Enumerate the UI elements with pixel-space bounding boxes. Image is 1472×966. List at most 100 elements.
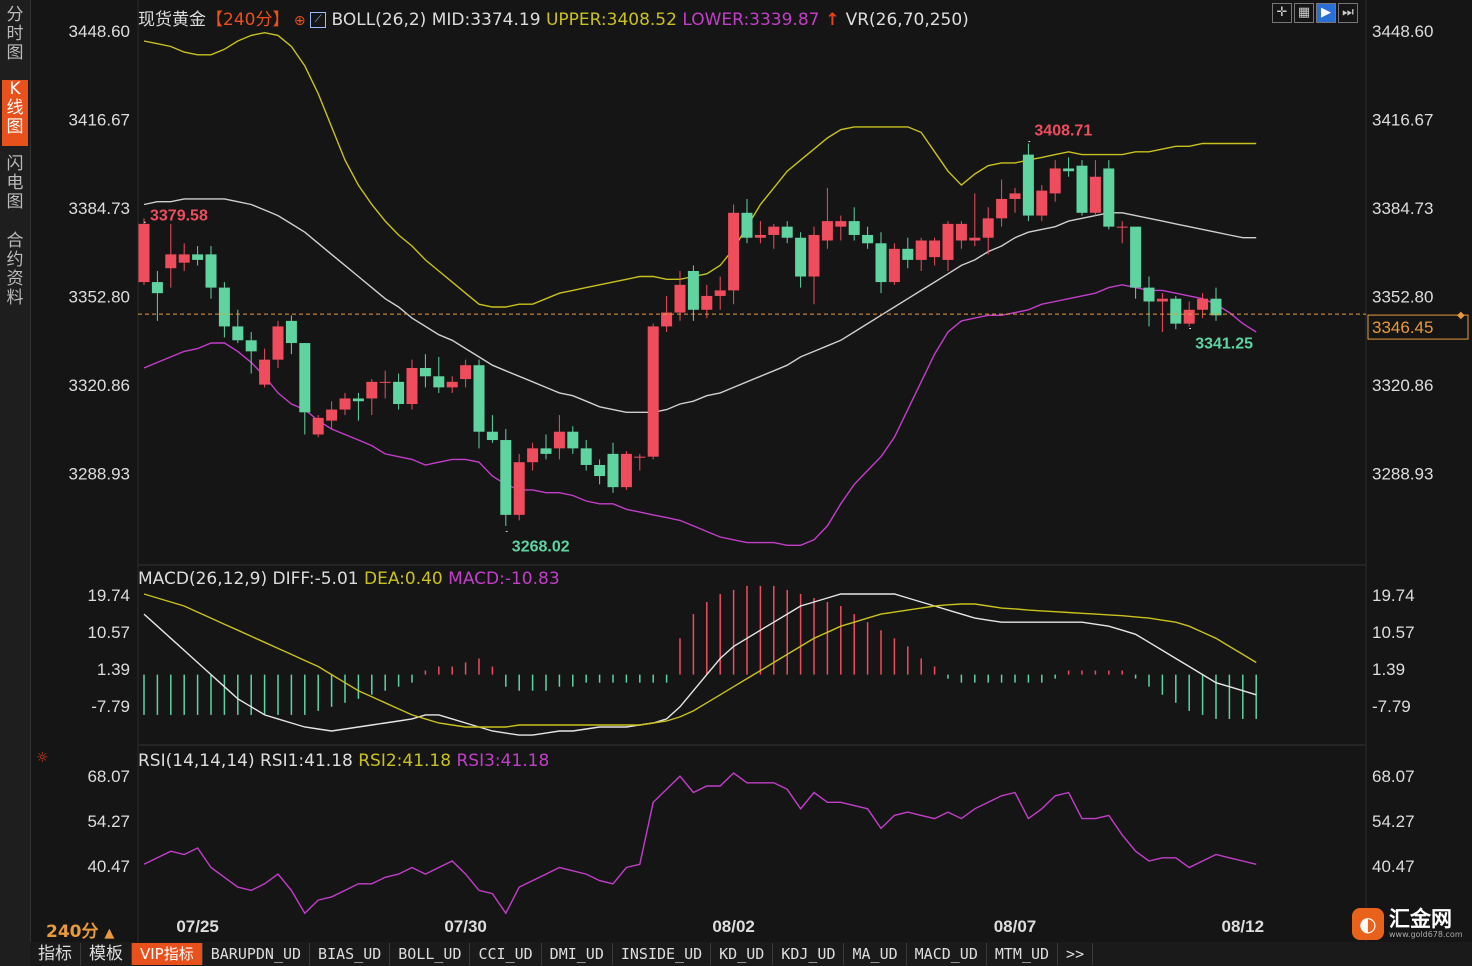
tab-kdj-ud[interactable]: KDJ_UD [773, 943, 845, 965]
crosshair-icon[interactable]: ✛ [1272, 3, 1292, 23]
current-price-value: 3346.45 [1372, 318, 1433, 337]
x-tick-label: 08/12 [1222, 917, 1265, 936]
candle [500, 428, 512, 526]
candle-body [393, 381, 405, 405]
candle-body [232, 326, 244, 341]
candle-body [339, 398, 351, 410]
sidebar-item-contract[interactable]: 合约资料 [6, 231, 24, 308]
candle-body [366, 381, 378, 399]
candle [982, 207, 994, 255]
candle [205, 246, 217, 299]
candle-body [460, 365, 472, 380]
next-frame-icon[interactable]: ⏭ [1338, 3, 1358, 23]
macd-value: MACD:-10.83 [448, 569, 560, 589]
price-tick-left: 3352.80 [69, 287, 130, 306]
candle [232, 309, 244, 344]
price-tick-left: 3448.60 [69, 22, 130, 41]
candle [875, 232, 887, 294]
vr-label: VR(26,70,250) [845, 10, 969, 30]
candle-body [245, 340, 257, 352]
tab-inside-ud[interactable]: INSIDE_UD [613, 943, 712, 965]
candle-body [728, 212, 740, 291]
candle [955, 221, 967, 249]
candle [835, 215, 847, 241]
price-tick-right: 3448.60 [1372, 22, 1433, 41]
sidebar-item-kline[interactable]: K线图 [2, 80, 28, 146]
candle-body [151, 282, 163, 294]
instrument-name: 现货黄金 [138, 10, 206, 30]
sidebar-item-timeshare[interactable]: 分时图 [6, 5, 24, 63]
x-tick-label: 07/25 [176, 917, 219, 936]
candle-body [312, 417, 324, 435]
play-icon[interactable]: ▶ [1316, 3, 1336, 23]
candle-body [741, 212, 753, 238]
tab-mtm-ud[interactable]: MTM_UD [987, 943, 1059, 965]
candle-body [1156, 298, 1168, 302]
macd-tick-left: 1.39 [97, 660, 130, 679]
candle-body [1022, 154, 1034, 216]
layout-icon[interactable]: ▦ [1294, 3, 1314, 23]
price-tick-left: 3288.93 [69, 464, 130, 483]
tab-指标[interactable]: 指标 [30, 943, 81, 965]
tab-boll-ud[interactable]: BOLL_UD [390, 943, 471, 965]
candle-body [996, 198, 1008, 219]
candle-body [607, 453, 619, 488]
candle [259, 348, 271, 388]
candle-body [781, 226, 793, 238]
tab-bias-ud[interactable]: BIAS_UD [310, 943, 391, 965]
tab-模板[interactable]: 模板 [81, 943, 132, 965]
macd-diff-line [143, 593, 1257, 736]
tab-barupdn-ud[interactable]: BARUPDN_UD [203, 943, 311, 965]
boll-mid-line [143, 198, 1257, 413]
macd-tick-left: -7.79 [91, 697, 130, 716]
candle-body [821, 221, 833, 241]
macd-tick-right: 1.39 [1372, 660, 1405, 679]
candle [821, 187, 833, 249]
boll-mid: MID:3374.19 [431, 10, 541, 30]
macd-dea-line [143, 593, 1257, 728]
candle [634, 453, 646, 471]
candle-body [714, 290, 726, 296]
candle [138, 218, 150, 285]
candle [969, 193, 981, 247]
price-tick-right: 3352.80 [1372, 287, 1433, 306]
period-label: 【240分】 [206, 10, 290, 30]
candle-body [620, 453, 632, 488]
tab-ma-ud[interactable]: MA_UD [844, 943, 907, 965]
rsi3-value: RSI3:41.18 [456, 751, 550, 771]
candle-body [218, 287, 230, 327]
candle [741, 198, 753, 244]
tab--[interactable]: >> [1058, 943, 1094, 965]
boll-label: BOLL(26,2) [331, 10, 427, 30]
candle [647, 323, 659, 460]
period-selector[interactable]: 240分 ▲ [46, 917, 114, 942]
candle [366, 379, 378, 416]
tab-macd-ud[interactable]: MACD_UD [907, 943, 987, 965]
macd-tick-right: -7.79 [1372, 697, 1411, 716]
candle [1130, 226, 1142, 299]
candle-body [473, 365, 485, 432]
candle-body [1036, 190, 1048, 216]
tab-dmi-ud[interactable]: DMI_UD [542, 943, 613, 965]
sidebar: 分时图 K线图 闪电图 合约资料 [0, 0, 31, 966]
chart-canvas[interactable]: 3448.60 3448.60 3416.67 3416.67 3384.73 3384.… [30, 0, 1472, 942]
sidebar-item-flash[interactable]: 闪电图 [6, 154, 24, 212]
candle [393, 373, 405, 410]
tab-cci-ud[interactable]: CCI_UD [470, 943, 542, 965]
indicator-icon[interactable]: ⟋ [310, 12, 327, 28]
candle-body [1049, 168, 1061, 194]
settings-icon[interactable]: ⊕ [289, 13, 311, 29]
tab-kd-ud[interactable]: KD_UD [711, 943, 774, 965]
candle [406, 359, 418, 410]
tab-vip指标[interactable]: VIP指标 [132, 943, 203, 965]
annotation-low: 3268.02 [512, 538, 570, 555]
candle-body [205, 254, 217, 288]
sun-icon[interactable]: ☼ [36, 750, 49, 766]
candle [567, 426, 579, 454]
candle-body [1116, 226, 1128, 228]
macd-tick-right: 10.57 [1372, 623, 1415, 642]
price-tick-left: 3416.67 [69, 110, 130, 129]
logo-url: www.gold678.com [1389, 930, 1463, 939]
candle-body [1089, 176, 1101, 213]
candle-body [875, 243, 887, 283]
